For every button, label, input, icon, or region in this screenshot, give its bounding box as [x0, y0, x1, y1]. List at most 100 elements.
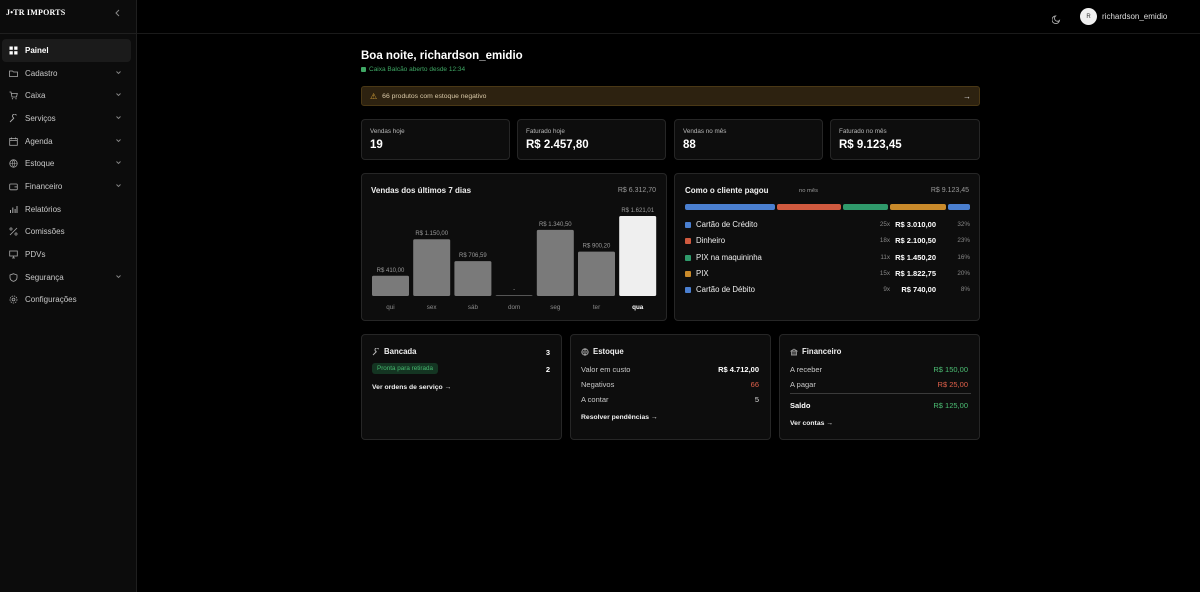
estoque-header: Estoque	[581, 347, 624, 356]
sidebar-item-comissoes[interactable]: Comissões	[2, 221, 131, 244]
receivable-value: R$ 150,00	[933, 365, 968, 374]
payment-share-bar	[685, 204, 970, 210]
bancada-title: Bancada	[384, 347, 417, 356]
sidebar-item-servicos[interactable]: Serviços	[2, 107, 131, 130]
page-title: Boa noite, richardson_emidio	[361, 50, 523, 62]
sidebar-item-label: Serviços	[25, 113, 56, 123]
sidebar-item-label: Caixa	[25, 91, 46, 101]
payment-total: R$ 9.123,45	[930, 187, 969, 194]
bar-sex[interactable]	[413, 239, 451, 296]
sidebar-item-configuracoes[interactable]: Configurações	[2, 289, 131, 312]
bar-seg[interactable]	[536, 229, 574, 296]
bar-value-label: R$ 1.340,50	[539, 222, 572, 228]
payable-label: A pagar	[790, 380, 816, 389]
estoque-card: Estoque Valor em custo R$ 4.712,00 Negat…	[570, 334, 771, 440]
sidebar-nav: Painel Cadastro Caixa Serviços Agenda Estoque…	[2, 39, 131, 311]
cash-register-icon	[361, 67, 366, 72]
view-accounts-link[interactable]: Ver contas →	[790, 420, 834, 427]
brand-logo[interactable]: J•TR IMPORTS	[6, 8, 66, 24]
financeiro-title: Financeiro	[802, 347, 842, 356]
resolve-pending-link[interactable]: Resolver pendências →	[581, 414, 658, 421]
stat-value: R$ 2.457,80	[526, 139, 589, 151]
sidebar-item-estoque[interactable]: Estoque	[2, 152, 131, 175]
payment-method-row: PIX na maquininha 11x R$ 1.450,20 16%	[685, 253, 970, 265]
financeiro-card: Financeiro A receber R$ 150,00 A pagar R…	[779, 334, 980, 440]
color-swatch	[685, 270, 691, 277]
payment-method-name: PIX	[696, 268, 709, 278]
sidebar-item-label: PDVs	[25, 250, 46, 260]
color-swatch	[685, 222, 691, 228]
stat-card-revenue-month: Faturado no mês R$ 9.123,45	[830, 119, 980, 160]
payment-method-name: Cartão de Débito	[696, 285, 755, 295]
bancada-card: Bancada 3 Pronta para retirada 2 Ver ord…	[361, 334, 562, 440]
x-tick-label: ter	[593, 304, 600, 311]
payment-method-row: Dinheiro 18x R$ 2.100,50 23%	[685, 236, 970, 248]
globe-icon	[8, 159, 18, 169]
sidebar-item-caixa[interactable]: Caixa	[2, 84, 131, 107]
collapse-sidebar-icon[interactable]	[114, 9, 122, 20]
bancada-header: Bancada	[372, 346, 417, 356]
payment-method-value: R$ 1.450,20	[895, 252, 936, 262]
sales-chart-total: R$ 6.312,70	[617, 187, 656, 194]
sidebar-item-label: Painel	[25, 45, 49, 55]
stat-label: Faturado no mês	[839, 128, 887, 135]
moon-icon[interactable]	[1051, 11, 1062, 24]
sidebar-item-painel[interactable]: Painel	[2, 39, 131, 62]
payment-method-percent: 16%	[957, 253, 970, 261]
payment-method-row: Cartão de Crédito 25x R$ 3.010,00 32%	[685, 220, 970, 232]
sidebar-item-financeiro[interactable]: Financeiro	[2, 175, 131, 198]
sidebar-item-cadastro[interactable]: Cadastro	[2, 62, 131, 85]
payment-method-row: PIX 15x R$ 1.822,75 20%	[685, 269, 970, 281]
x-tick-label: qui	[386, 304, 394, 311]
payment-method-count: 11x	[880, 253, 890, 261]
chevron-down-icon	[115, 182, 123, 190]
estoque-title: Estoque	[593, 347, 624, 356]
sales-chart-card: Vendas dos últimos 7 dias R$ 6.312,70 R$…	[361, 173, 667, 321]
bar-value-label: R$ 900,20	[583, 244, 611, 250]
bar-dom[interactable]	[495, 295, 533, 296]
grid-icon	[8, 45, 18, 55]
sidebar-item-agenda[interactable]: Agenda	[2, 130, 131, 153]
sales-bar-chart: R$ 410,00 qui R$ 1.150,00 sex R$ 706,59 sáb - d…	[372, 208, 657, 311]
color-swatch	[685, 238, 691, 245]
sidebar-item-label: Relatórios	[25, 204, 62, 214]
to-count-value: 5	[754, 395, 759, 404]
bar-ter[interactable]	[578, 251, 615, 296]
payment-method-count: 18x	[879, 237, 890, 245]
status-badge[interactable]: Pronta para retirada	[372, 363, 439, 374]
balance-label: Saldo	[790, 401, 811, 410]
chevron-down-icon	[115, 273, 123, 281]
sidebar-item-pdvs[interactable]: PDVs	[2, 243, 131, 266]
payment-method-value: R$ 3.010,00	[895, 220, 936, 229]
username[interactable]: richardson_emidio	[1102, 12, 1168, 21]
payment-share-segment	[685, 204, 775, 210]
balance-value: R$ 125,00	[933, 401, 968, 410]
payment-method-percent: 23%	[957, 237, 970, 245]
bar-qua[interactable]	[619, 216, 657, 296]
payable-value: R$ 25,00	[937, 380, 968, 389]
payment-method-count: 9x	[883, 286, 890, 294]
stat-label: Vendas hoje	[370, 128, 405, 135]
negative-stock-value: 66	[750, 380, 759, 389]
x-tick-label: qua	[632, 304, 644, 311]
negative-stock-alert[interactable]: ⚠ 66 produtos com estoque negativo →	[361, 86, 980, 106]
bank-icon	[789, 348, 799, 356]
gear-icon	[8, 295, 18, 305]
bar-sáb[interactable]	[454, 261, 492, 296]
bar-value-label: R$ 1.621,01	[621, 208, 654, 214]
stat-card-sales-month: Vendas no mês 88	[674, 119, 823, 160]
payment-method-value: R$ 1.822,75	[895, 268, 936, 278]
sidebar-item-relatorios[interactable]: Relatórios	[2, 198, 131, 221]
arrow-right-icon: →	[963, 92, 971, 101]
alert-text: 66 produtos com estoque negativo	[382, 92, 487, 100]
view-service-orders-link[interactable]: Ver ordens de serviço →	[372, 384, 452, 391]
cart-icon	[8, 91, 18, 101]
globe-icon	[581, 347, 589, 356]
bar-qui[interactable]	[372, 275, 409, 296]
payment-title: Como o cliente pagou	[685, 186, 769, 195]
avatar[interactable]: R	[1080, 8, 1097, 25]
wrench-icon	[372, 346, 380, 356]
stat-card-sales-today: Vendas hoje 19	[361, 119, 510, 160]
shield-icon	[8, 272, 18, 282]
sidebar-item-seguranca[interactable]: Segurança	[2, 266, 131, 289]
